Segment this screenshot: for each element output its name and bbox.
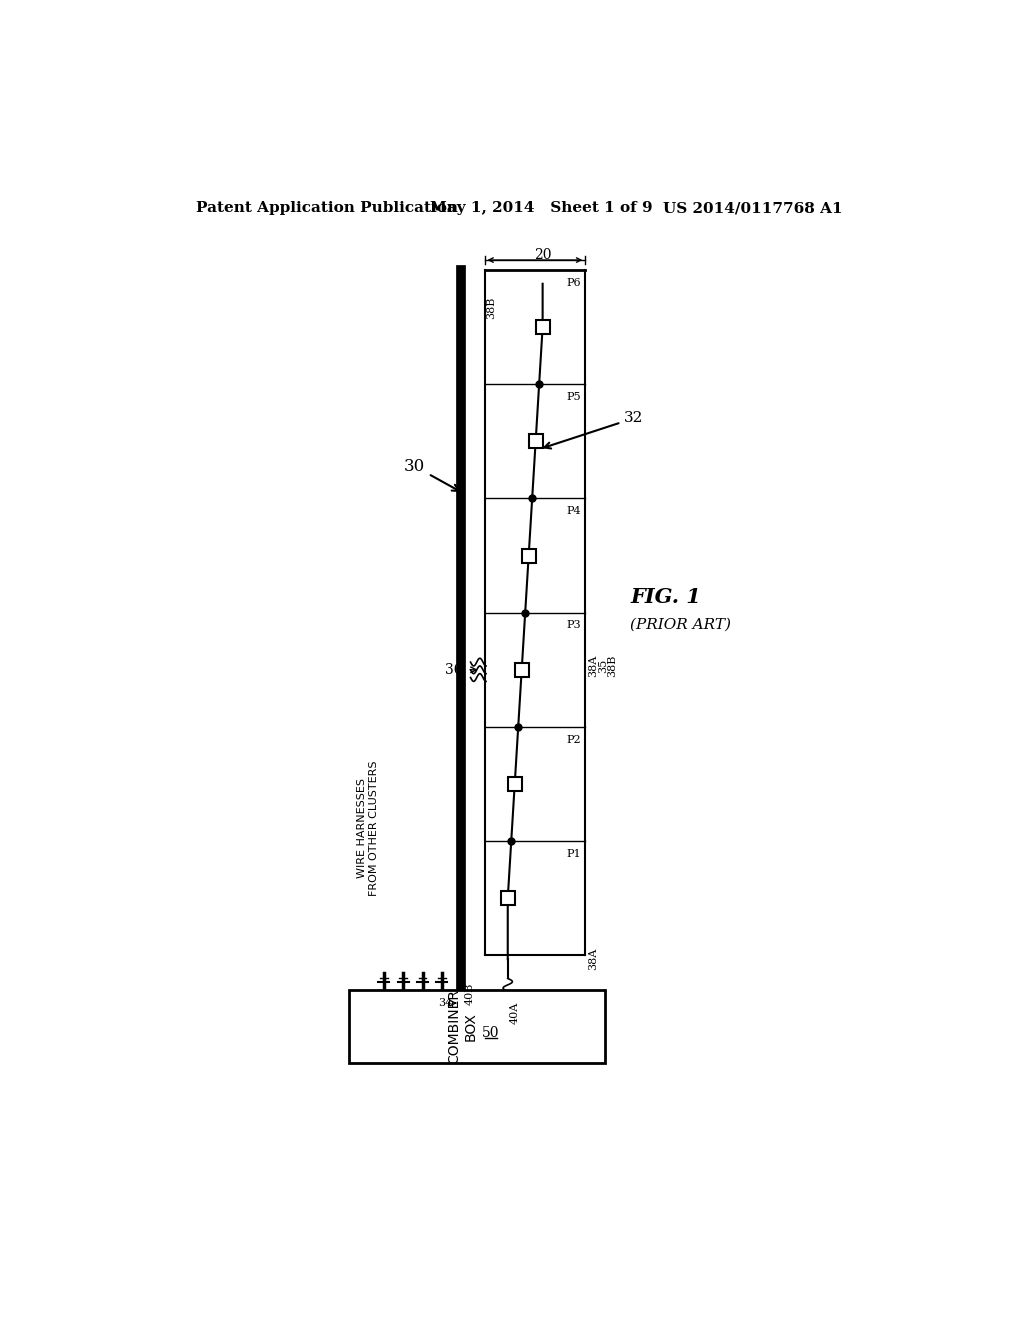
Text: 40B: 40B xyxy=(465,982,475,1005)
Text: US 2014/0117768 A1: US 2014/0117768 A1 xyxy=(663,202,843,215)
Bar xyxy=(528,434,543,449)
Text: 38B: 38B xyxy=(485,297,496,319)
Text: COMBINER
BOX: COMBINER BOX xyxy=(447,989,478,1064)
Bar xyxy=(515,663,528,677)
Text: WIRE HARNESSES
FROM OTHER CLUSTERS: WIRE HARNESSES FROM OTHER CLUSTERS xyxy=(357,760,379,896)
Text: 34: 34 xyxy=(437,998,452,1008)
Text: 38A: 38A xyxy=(589,948,598,970)
Text: 35: 35 xyxy=(598,659,607,673)
Text: FIG. 1: FIG. 1 xyxy=(630,587,701,607)
Text: P1: P1 xyxy=(566,849,582,859)
Text: 40A: 40A xyxy=(510,1002,520,1024)
Text: P4: P4 xyxy=(566,506,582,516)
Text: 20: 20 xyxy=(534,248,551,261)
Text: 50: 50 xyxy=(482,1026,500,1040)
Text: 38A: 38A xyxy=(589,655,598,677)
Bar xyxy=(508,777,521,791)
Text: P3: P3 xyxy=(566,620,582,631)
Text: 30: 30 xyxy=(404,458,459,491)
Text: 38B: 38B xyxy=(607,655,616,677)
Bar xyxy=(501,891,515,906)
Bar xyxy=(349,990,604,1063)
Bar xyxy=(521,549,536,562)
Bar xyxy=(536,321,550,334)
Text: (PRIOR ART): (PRIOR ART) xyxy=(630,618,731,631)
Text: May 1, 2014   Sheet 1 of 9: May 1, 2014 Sheet 1 of 9 xyxy=(430,202,653,215)
Text: 32: 32 xyxy=(545,412,643,449)
Text: P2: P2 xyxy=(566,735,582,744)
Text: 36: 36 xyxy=(445,663,463,677)
Text: Patent Application Publication: Patent Application Publication xyxy=(197,202,458,215)
Text: P5: P5 xyxy=(566,392,582,403)
Text: P6: P6 xyxy=(566,277,582,288)
